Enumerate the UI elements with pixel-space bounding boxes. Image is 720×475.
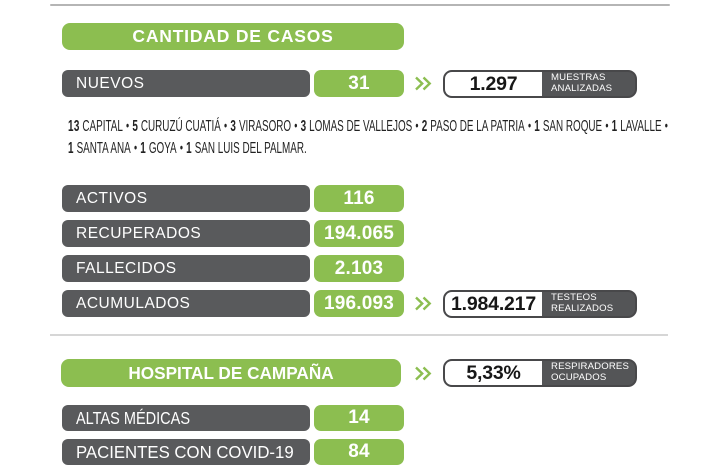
recuperados-label: RECUPERADOS — [76, 224, 202, 242]
breakdown-name: CAPITAL — [82, 118, 123, 135]
double-chevron-icon — [415, 366, 432, 381]
bullet-separator: • — [294, 117, 298, 133]
acumulados-value: 196.093 — [323, 292, 395, 314]
fallecidos-value-box: 2.103 — [314, 255, 404, 282]
breakdown-name: GOYA — [148, 140, 177, 158]
bullet-separator: • — [133, 139, 138, 156]
respiradores-ocupados-stat: 5,33% RESPIRADORES OCUPADOS — [443, 359, 637, 387]
respiradores-tag-line1: RESPIRADORES — [551, 361, 630, 373]
breakdown-name: CURUZÚ CUATIÁ — [140, 118, 221, 135]
muestras-value: 1.297 — [445, 72, 542, 96]
breakdown-name: LAVALLE — [620, 118, 662, 135]
pacientes-covid-value: 84 — [348, 441, 370, 462]
breakdown-count: 3 — [300, 118, 307, 135]
cases-title-label: CANTIDAD DE CASOS — [132, 26, 334, 46]
nuevos-breakdown-list: 13 CAPITAL • 5 CURUZÚ CUATIÁ • 3 VIRASORO • 3 … — [68, 115, 720, 160]
breakdown-count: 1 — [534, 118, 541, 135]
testeos-tag-line2: REALIZADOS — [551, 303, 614, 314]
double-chevron-icon — [415, 76, 432, 91]
activos-label-bar: ACTIVOS — [62, 185, 310, 212]
activos-value-box: 116 — [314, 185, 404, 212]
pacientes-covid-label-bar: PACIENTES CON COVID-19 — [62, 439, 310, 465]
breakdown-count: 1 — [186, 140, 192, 158]
bullet-separator: • — [527, 117, 532, 133]
section-divider-line — [50, 334, 668, 336]
breakdown-name: PASO DE LA PATRIA — [430, 118, 525, 135]
muestras-tag-line2: ANALIZADAS — [551, 83, 613, 94]
breakdown-count: 13 — [68, 118, 80, 135]
fallecidos-label: FALLECIDOS — [76, 259, 177, 277]
breakdown-count: 1 — [611, 118, 618, 135]
bullet-separator: • — [126, 117, 130, 133]
testeos-tag-line1: TESTEOS — [551, 292, 597, 304]
breakdown-name: LOMAS DE VALLEJOS — [309, 118, 413, 135]
testeos-value: 1.984.217 — [445, 292, 542, 316]
fallecidos-label-bar: FALLECIDOS — [62, 255, 310, 282]
testeos-realizados-stat: 1.984.217 TESTEOS REALIZADOS — [443, 290, 637, 318]
breakdown-count: 2 — [421, 118, 428, 135]
recuperados-value-box: 194.065 — [314, 220, 404, 247]
altas-medicas-value-box: 14 — [314, 405, 404, 431]
acumulados-value-box: 196.093 — [314, 290, 404, 317]
breakdown-name: SAN ROQUE — [542, 118, 603, 135]
hospital-title-label: HOSPITAL DE CAMPAÑA — [128, 362, 334, 383]
acumulados-label-bar: ACUMULADOS — [62, 290, 310, 317]
bullet-separator: • — [179, 139, 183, 156]
bullet-separator: • — [664, 117, 668, 133]
breakdown-count: 1 — [68, 140, 74, 158]
recuperados-label-bar: RECUPERADOS — [62, 220, 310, 247]
respiradores-value: 5,33% — [445, 361, 542, 385]
activos-label: ACTIVOS — [76, 189, 148, 207]
section-title-hospital-de-campana: HOSPITAL DE CAMPAÑA — [61, 359, 401, 387]
fallecidos-value: 2.103 — [334, 257, 384, 279]
breakdown-count: 1 — [140, 140, 147, 158]
testeos-tag: TESTEOS REALIZADOS — [542, 292, 635, 316]
breakdown-line-1: 13 CAPITAL • 5 CURUZÚ CUATIÁ • 3 VIRASORO • 3 … — [68, 115, 671, 137]
breakdown-line-2: 1 SANTA ANA • 1 GOYA • 1 SAN LUIS DEL PALMAR… — [68, 137, 671, 159]
muestras-tag-line1: MUESTRAS — [551, 72, 606, 84]
bullet-separator: • — [415, 117, 419, 133]
nuevos-value-box: 31 — [314, 70, 404, 97]
respiradores-tag: RESPIRADORES OCUPADOS — [542, 361, 635, 385]
section-title-cantidad-de-casos: CANTIDAD DE CASOS — [62, 23, 404, 50]
altas-medicas-label: ALTAS MÉDICAS — [76, 407, 191, 428]
breakdown-count: 3 — [230, 118, 237, 135]
respiradores-tag-line2: OCUPADOS — [551, 372, 607, 383]
nuevos-value: 31 — [348, 72, 370, 94]
top-divider-line — [50, 4, 670, 6]
breakdown-name: SANTA ANA — [76, 140, 131, 158]
double-chevron-icon — [415, 296, 432, 311]
pacientes-covid-value-box: 84 — [314, 439, 404, 465]
activos-value: 116 — [343, 187, 375, 209]
bullet-separator: • — [224, 117, 228, 133]
muestras-analizadas-stat: 1.297 MUESTRAS ANALIZADAS — [443, 70, 637, 98]
recuperados-value: 194.065 — [323, 222, 395, 244]
pacientes-covid-label: PACIENTES CON COVID-19 — [76, 441, 294, 462]
breakdown-name: VIRASORO — [238, 118, 292, 135]
nuevos-label-bar: NUEVOS — [62, 70, 310, 97]
breakdown-count: 5 — [132, 118, 139, 135]
altas-medicas-label-bar: ALTAS MÉDICAS — [62, 405, 310, 431]
muestras-tag: MUESTRAS ANALIZADAS — [542, 72, 635, 96]
nuevos-label: NUEVOS — [76, 74, 145, 92]
breakdown-name: SAN LUIS DEL PALMAR. — [194, 140, 307, 158]
altas-medicas-value: 14 — [348, 407, 370, 428]
bullet-separator: • — [605, 117, 609, 133]
acumulados-label: ACUMULADOS — [76, 294, 191, 312]
